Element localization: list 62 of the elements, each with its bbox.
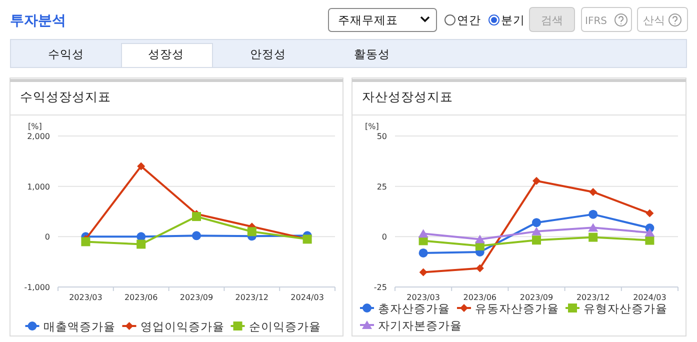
x-tick-label: 2023/09: [520, 293, 554, 302]
point: [589, 188, 598, 196]
x-tick-label: 2024/03: [290, 293, 324, 302]
legend-label: 순이익증가율: [248, 320, 321, 334]
chart-title: 자산성장성지표: [362, 89, 453, 104]
x-tick-label: 2023/06: [463, 293, 497, 302]
point: [532, 176, 540, 185]
point: [645, 236, 654, 245]
point: [532, 218, 541, 228]
x-tick-label: 2024/03: [633, 293, 666, 302]
y-tick-label: 50: [376, 132, 387, 141]
y-tick-label: 2,000: [27, 132, 50, 141]
point: [137, 162, 146, 170]
point: [588, 210, 598, 219]
text: 검색: [541, 14, 563, 27]
y-tick-label: -25: [374, 283, 387, 292]
text: 연간: [457, 13, 481, 27]
x-tick-label: 2023/06: [124, 293, 158, 302]
point: [644, 228, 655, 237]
point: [588, 232, 598, 242]
legend-label: 유동자산증가율: [475, 302, 559, 316]
x-tick-label: 2023/12: [576, 293, 610, 302]
point: [532, 226, 542, 236]
y-tick-label: 25: [376, 182, 387, 192]
text: 활동성: [354, 47, 390, 61]
y-tick-label: 1,000: [27, 182, 50, 192]
x-tick-label: 2023/03: [406, 293, 440, 302]
y-tick-label: 0: [44, 232, 50, 242]
legend-label: 총자산증가율: [378, 302, 450, 316]
point: [474, 234, 485, 244]
legend-label: 유형자산증가율: [584, 302, 668, 316]
point: [588, 223, 598, 232]
x-tick-label: 2023/09: [180, 293, 214, 302]
point: [136, 240, 146, 249]
y-tick-label: -1,000: [24, 283, 50, 292]
text: 안정성: [250, 47, 286, 61]
y-axis-title: [%]: [28, 122, 42, 131]
select-field: 주재무제표: [328, 8, 437, 32]
text: 수익성: [48, 47, 84, 61]
point: [192, 212, 201, 222]
legend-label: 영업이익증가율: [140, 320, 224, 334]
point: [532, 236, 541, 245]
text: IFRS: [585, 16, 607, 27]
point: [247, 227, 256, 236]
point: [419, 268, 428, 276]
legend-label: 자기자본증가율: [378, 318, 462, 332]
y-tick-label: 0: [382, 232, 387, 242]
y-axis-title: [%]: [365, 122, 379, 131]
x-tick-label: 2023/03: [69, 293, 102, 302]
point: [476, 264, 484, 272]
text: 투자분석: [10, 13, 66, 29]
legend-label: 매출액증가율: [43, 320, 116, 334]
x-tick-label: 2023/12: [235, 293, 269, 302]
text: 산식: [643, 14, 665, 27]
point: [418, 229, 428, 238]
text: 성장성: [148, 47, 184, 61]
point: [81, 237, 90, 246]
text: 분기: [501, 13, 525, 27]
point: [646, 209, 654, 218]
point: [418, 248, 428, 258]
chart-title: 수익성장성지표: [20, 89, 111, 104]
point: [192, 231, 201, 240]
